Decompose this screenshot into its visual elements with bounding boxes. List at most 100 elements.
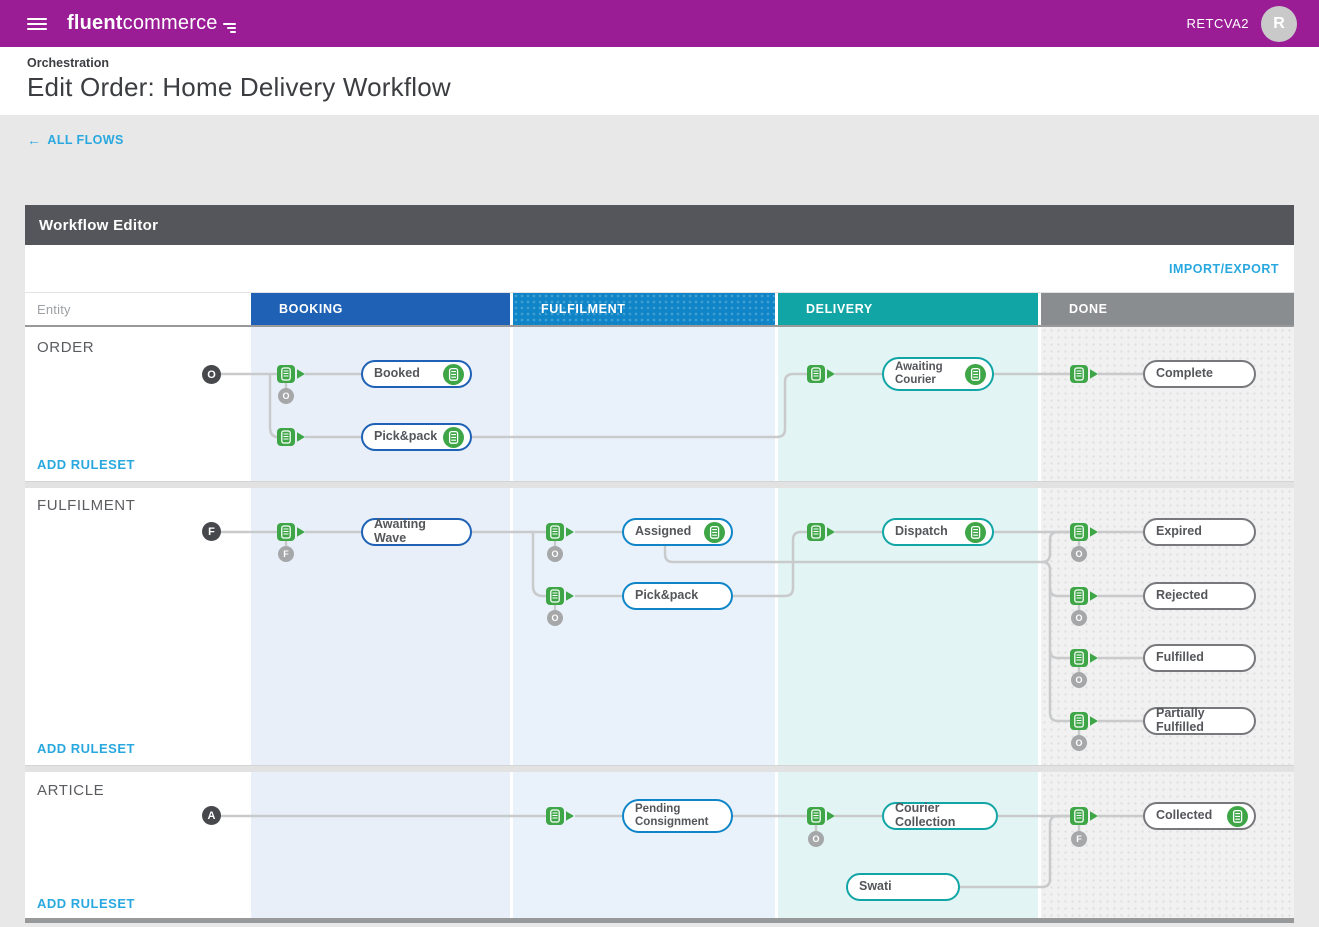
flow-edges bbox=[220, 372, 1143, 439]
ruleset-icon bbox=[1227, 805, 1248, 827]
ruleset-icon[interactable] bbox=[546, 807, 575, 825]
column-header-row: Entity BOOKING FULFILMENT DELIVERY DONE bbox=[25, 293, 1294, 327]
state-node-awaiting-wave[interactable]: Awaiting Wave bbox=[361, 517, 472, 546]
state-node-partially-fulfilled[interactable]: Partially Fulfilled bbox=[1143, 706, 1256, 735]
state-node-label: Expired bbox=[1156, 524, 1202, 539]
workflow-row-fulfilment: FULFILMENT ADD RULESET F F O O O O O O A… bbox=[25, 488, 1294, 765]
ruleset-icon[interactable] bbox=[807, 365, 836, 383]
add-ruleset-link[interactable]: ADD RULESET bbox=[37, 457, 135, 472]
entity-label: ARTICLE bbox=[37, 782, 105, 799]
ruleset-icon[interactable] bbox=[546, 587, 575, 605]
state-node-label: Courier Collection bbox=[895, 801, 956, 829]
page-title: Edit Order: Home Delivery Workflow bbox=[27, 72, 451, 102]
booking-column-bg bbox=[251, 772, 510, 918]
ruleset-icon[interactable] bbox=[1070, 807, 1099, 825]
ruleset-icon[interactable] bbox=[1070, 523, 1099, 541]
event-badge-fulfilment: F bbox=[1071, 831, 1087, 847]
state-node-fulfilled[interactable]: Fulfilled bbox=[1143, 644, 1256, 672]
state-node-complete[interactable]: Complete bbox=[1143, 360, 1256, 388]
fulfilment-column-bg bbox=[513, 327, 775, 481]
state-node-label: Awaiting Wave bbox=[374, 517, 426, 545]
ruleset-icon bbox=[443, 426, 464, 448]
delivery-column-bg bbox=[778, 327, 1038, 481]
done-column-bg bbox=[1041, 772, 1294, 918]
page-header: Orchestration Edit Order: Home Delivery … bbox=[0, 47, 1319, 115]
avatar[interactable]: R bbox=[1261, 5, 1297, 42]
event-badge-order: O bbox=[278, 388, 294, 404]
entity-label: ORDER bbox=[37, 339, 95, 356]
add-ruleset-link[interactable]: ADD RULESET bbox=[37, 896, 135, 911]
state-node-label: Pending Consignment bbox=[635, 803, 709, 828]
add-ruleset-link[interactable]: ADD RULESET bbox=[37, 741, 135, 756]
start-node-order: O bbox=[202, 365, 221, 384]
ruleset-icon[interactable] bbox=[807, 807, 836, 825]
import-export-link[interactable]: IMPORT/EXPORT bbox=[1169, 261, 1279, 276]
done-column-bg bbox=[1041, 327, 1294, 481]
panel-title: Workflow Editor bbox=[25, 205, 1294, 245]
entity-column-header: Entity bbox=[37, 301, 71, 317]
workflow-row-order: ORDER ADD RULESET O O Booked Pick&pack A… bbox=[25, 327, 1294, 481]
done-column-header: DONE bbox=[1041, 293, 1294, 325]
flow-edges bbox=[220, 530, 1143, 735]
brand-logo-regular: commerce bbox=[122, 12, 218, 34]
state-node-expired[interactable]: Expired bbox=[1143, 518, 1256, 546]
event-badge-order: O bbox=[1071, 610, 1087, 626]
all-flows-label: ALL FLOWS bbox=[47, 133, 124, 147]
state-node-pending-consignment[interactable]: Pending Consignment bbox=[622, 799, 733, 833]
ruleset-icon bbox=[704, 521, 725, 543]
ruleset-icon[interactable] bbox=[546, 523, 575, 541]
ruleset-icon[interactable] bbox=[277, 523, 306, 541]
user-name-label: RETCVA2 bbox=[1186, 16, 1249, 31]
back-arrow-icon: ← bbox=[27, 132, 42, 148]
ruleset-icon[interactable] bbox=[807, 523, 836, 541]
state-node-label: Swati bbox=[859, 879, 892, 894]
state-node-label: Awaiting Courier bbox=[895, 361, 943, 386]
state-node-courier-collection[interactable]: Courier Collection bbox=[882, 801, 998, 830]
ruleset-icon[interactable] bbox=[277, 428, 306, 446]
brand-logo: fluent commerce bbox=[67, 12, 236, 35]
event-badge-order: O bbox=[547, 546, 563, 562]
state-node-dispatch[interactable]: Dispatch bbox=[882, 518, 994, 546]
start-node-article: A bbox=[202, 806, 221, 825]
state-node-label: Pick&pack bbox=[635, 588, 699, 603]
state-node-awaiting-courier[interactable]: Awaiting Courier bbox=[882, 357, 994, 391]
event-badge-order: O bbox=[1071, 735, 1087, 751]
ruleset-icon bbox=[443, 363, 464, 385]
state-node-label: Fulfilled bbox=[1156, 650, 1204, 665]
breadcrumb: Orchestration bbox=[27, 56, 109, 70]
state-node-label: Partially Fulfilled bbox=[1156, 706, 1205, 734]
fulfilment-column-header: FULFILMENT bbox=[513, 293, 775, 325]
event-badge-order: O bbox=[1071, 546, 1087, 562]
state-node-rejected[interactable]: Rejected bbox=[1143, 582, 1256, 610]
ruleset-icon[interactable] bbox=[1070, 365, 1099, 383]
brand-logo-bold: fluent bbox=[67, 12, 123, 34]
state-node-pickpack-fulfilment[interactable]: Pick&pack bbox=[622, 582, 733, 610]
booking-column-bg bbox=[251, 327, 510, 481]
state-node-label: Booked bbox=[374, 366, 420, 381]
event-badge-fulfilment: F bbox=[278, 546, 294, 562]
ruleset-icon[interactable] bbox=[1070, 587, 1099, 605]
state-node-label: Complete bbox=[1156, 366, 1213, 381]
state-node-booked[interactable]: Booked bbox=[361, 360, 472, 388]
state-node-assigned[interactable]: Assigned bbox=[622, 518, 733, 546]
event-badge-order: O bbox=[1071, 672, 1087, 688]
ruleset-icon[interactable] bbox=[277, 365, 306, 383]
state-node-label: Collected bbox=[1156, 808, 1213, 823]
all-flows-back-link[interactable]: ← ALL FLOWS bbox=[27, 132, 124, 148]
ruleset-icon bbox=[965, 521, 986, 543]
state-node-pickpack-order[interactable]: Pick&pack bbox=[361, 423, 472, 451]
panel-bottom-bar bbox=[25, 918, 1294, 923]
state-node-collected[interactable]: Collected bbox=[1143, 802, 1256, 830]
top-nav-bar: fluent commerce RETCVA2 R bbox=[0, 0, 1319, 47]
ruleset-icon bbox=[965, 363, 986, 385]
state-node-label: Dispatch bbox=[895, 524, 948, 539]
hamburger-menu-icon[interactable] bbox=[27, 15, 47, 33]
state-node-swati[interactable]: Swati bbox=[846, 873, 960, 901]
fulfilment-column-bg bbox=[513, 772, 775, 918]
event-badge-order: O bbox=[808, 831, 824, 847]
workflow-row-article: ARTICLE ADD RULESET A O F Pending Consig… bbox=[25, 772, 1294, 918]
workflow-editor-panel: Workflow Editor IMPORT/EXPORT Entity BOO… bbox=[25, 205, 1294, 923]
ruleset-icon[interactable] bbox=[1070, 712, 1099, 730]
state-node-label: Pick&pack bbox=[374, 429, 438, 444]
ruleset-icon[interactable] bbox=[1070, 649, 1099, 667]
